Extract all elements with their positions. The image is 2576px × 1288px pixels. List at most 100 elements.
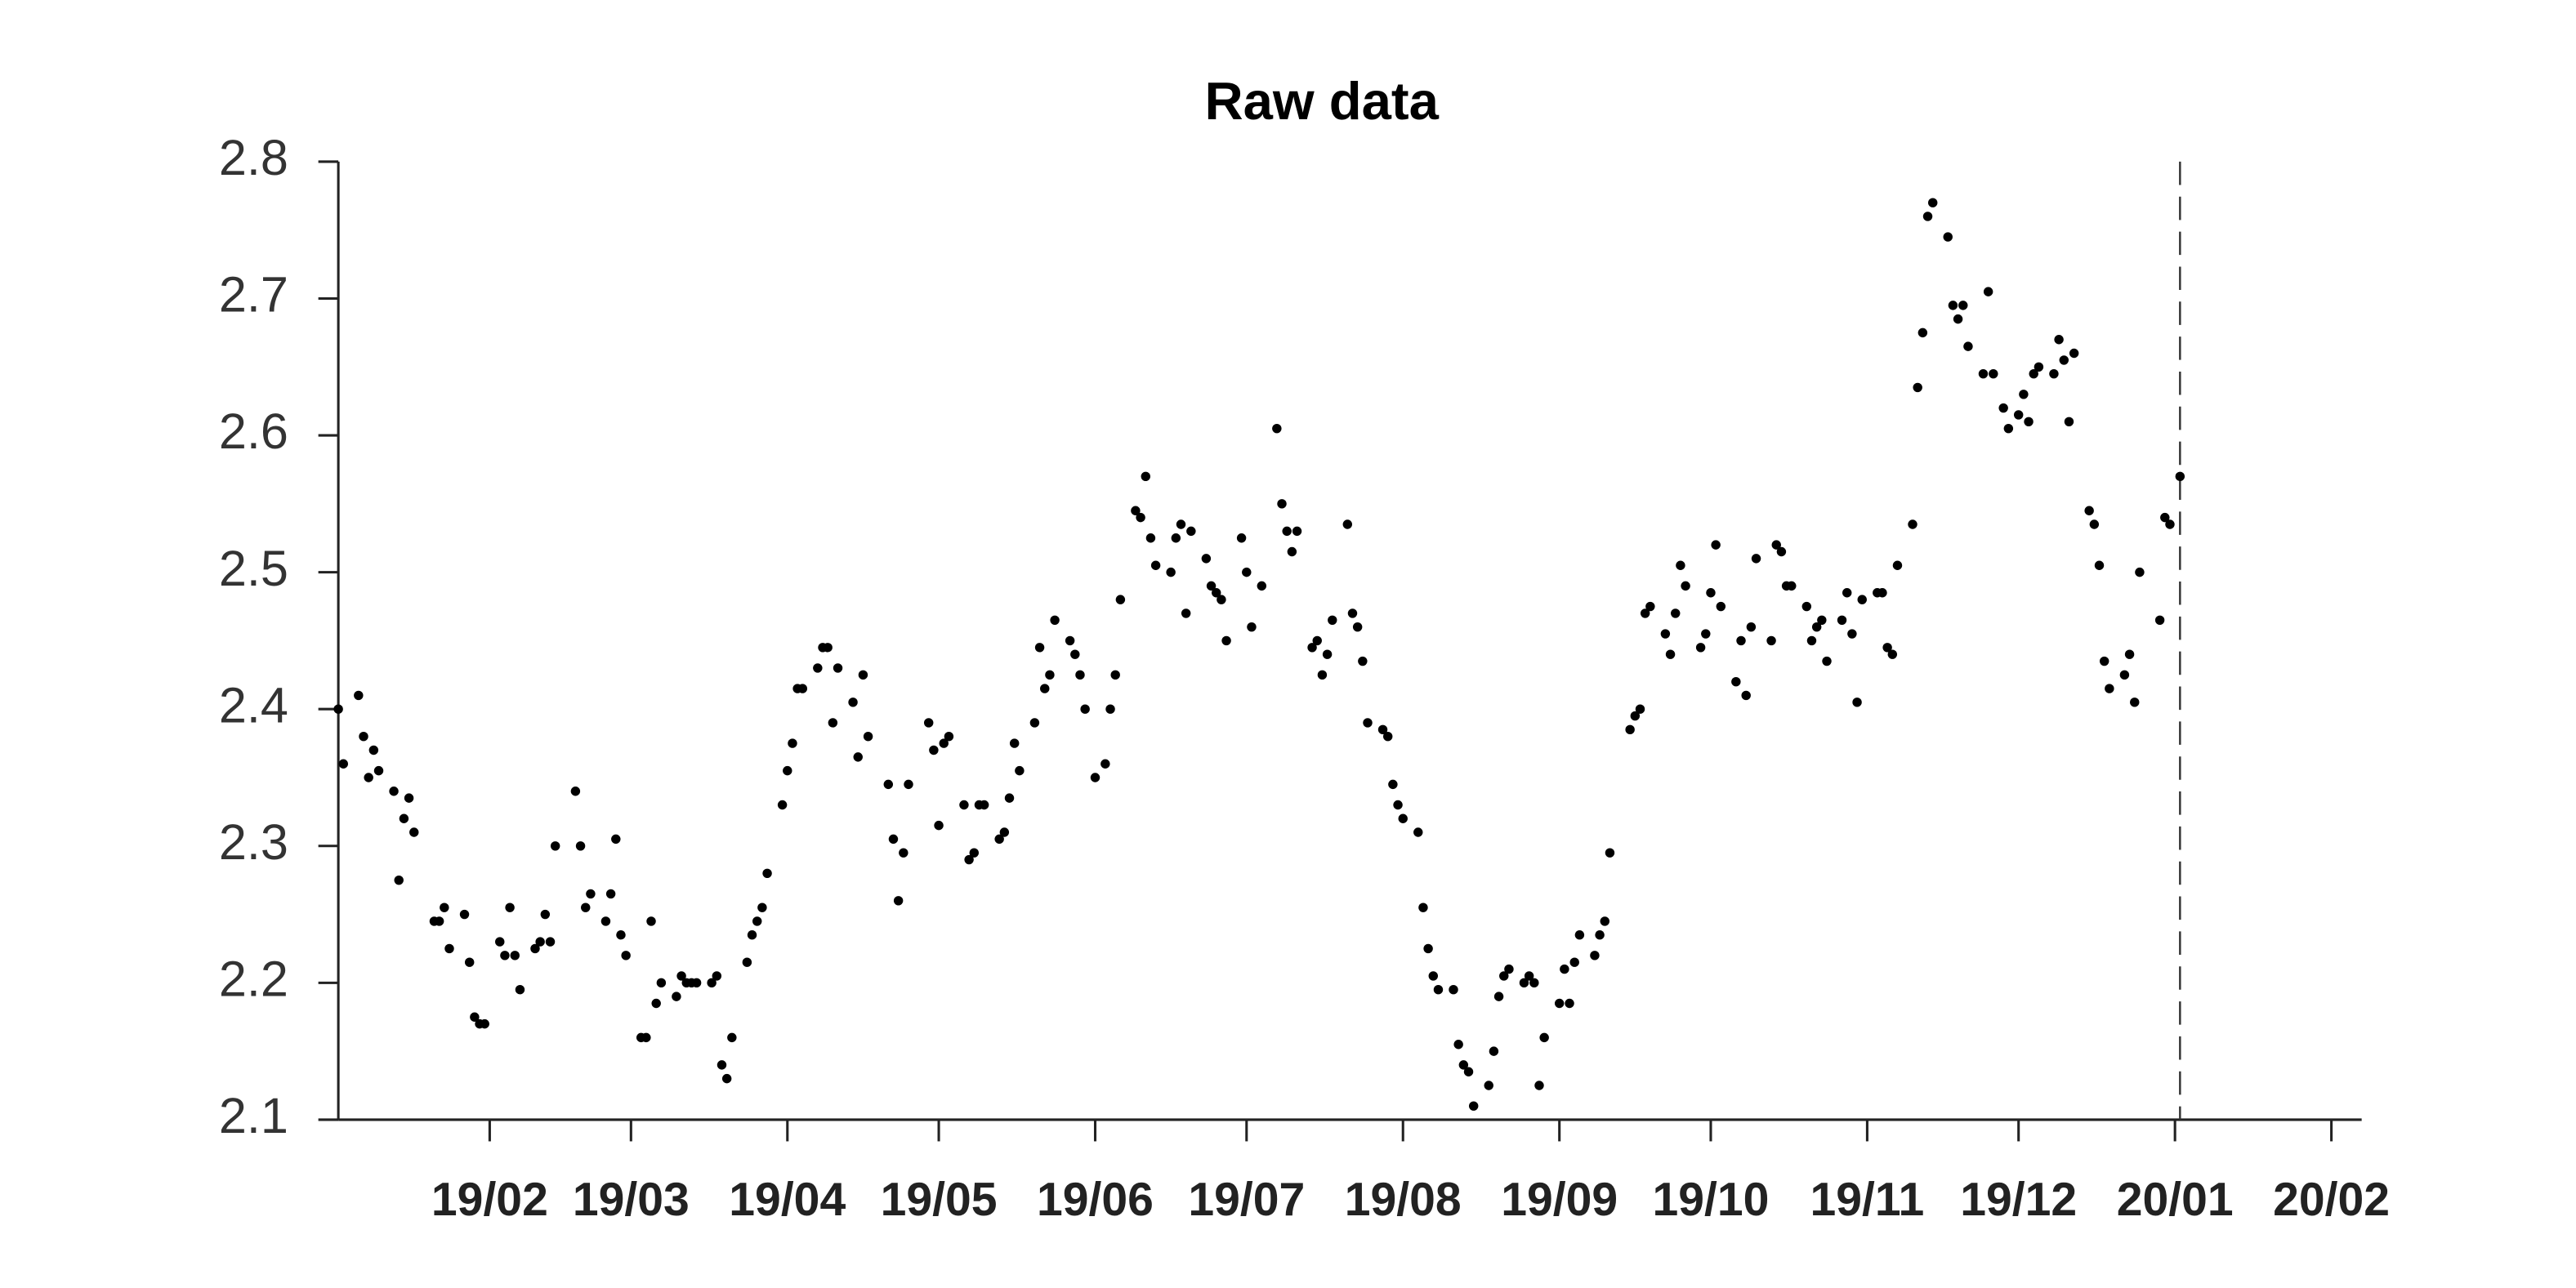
point [904, 779, 913, 790]
point [797, 684, 808, 693]
point [1292, 526, 1302, 537]
y-tick-label: 2.2 [219, 952, 288, 1007]
point [1600, 916, 1609, 926]
point [1787, 581, 1797, 591]
point [1110, 670, 1120, 680]
point [1090, 773, 1100, 782]
point [1989, 368, 1998, 379]
point [1272, 423, 1282, 434]
point [1817, 615, 1827, 625]
point [399, 813, 409, 823]
point [1468, 1101, 1479, 1111]
y-tick-label: 2.3 [219, 814, 288, 870]
point [1377, 724, 1388, 735]
point [500, 951, 510, 960]
point [1887, 649, 1898, 659]
point [2064, 417, 2074, 427]
point [2089, 519, 2100, 529]
point [959, 800, 969, 810]
point [1922, 212, 1933, 221]
point [893, 896, 904, 906]
point [1806, 635, 1817, 646]
point [762, 868, 772, 879]
point [1136, 512, 1145, 523]
point [605, 889, 616, 899]
point [1075, 670, 1085, 680]
point [1034, 643, 1045, 653]
y-tick-label: 2.8 [219, 130, 288, 185]
point [1307, 643, 1317, 653]
point [368, 745, 379, 755]
point [1676, 560, 1685, 570]
point [1045, 670, 1055, 680]
point [2029, 368, 2038, 379]
point [2049, 368, 2059, 379]
point [641, 1032, 651, 1043]
point [1277, 499, 1287, 509]
point [1166, 567, 1176, 577]
point [1736, 635, 1746, 646]
point [373, 765, 384, 776]
point [2105, 684, 2114, 693]
x-tick-label: 20/01 [2117, 1174, 2234, 1226]
point [1418, 902, 1428, 912]
point [1484, 1081, 1493, 1090]
point [1453, 1040, 1463, 1050]
point [1282, 526, 1292, 537]
point [515, 985, 525, 995]
point [1100, 759, 1110, 769]
x-tick-label: 19/12 [1960, 1174, 2077, 1226]
point [656, 978, 667, 988]
point [1560, 964, 1569, 974]
point [1493, 992, 1504, 1001]
point [1882, 643, 1892, 653]
point [964, 854, 974, 865]
point [1953, 314, 1963, 324]
point [495, 937, 505, 947]
point [1499, 971, 1509, 981]
point [1423, 943, 1433, 954]
point [1927, 198, 1938, 207]
point [1731, 676, 1741, 687]
point [1221, 635, 1231, 646]
point [1105, 704, 1115, 714]
point [783, 765, 792, 776]
point [1716, 601, 1726, 612]
point [2013, 410, 2024, 420]
point [1201, 554, 1212, 564]
point [1463, 1067, 1474, 1076]
point [550, 841, 560, 851]
y-tick-label: 2.4 [219, 677, 288, 733]
point [1741, 690, 1751, 701]
point [888, 834, 899, 845]
point [1242, 567, 1252, 577]
point [1943, 232, 1953, 242]
point [1145, 533, 1156, 543]
point [969, 848, 979, 858]
point [1433, 985, 1444, 995]
point [1660, 629, 1671, 639]
point [757, 902, 767, 912]
point [1065, 635, 1075, 646]
point [1978, 368, 1989, 379]
point [1842, 588, 1852, 598]
point [581, 902, 591, 912]
x-tick-label: 19/02 [431, 1174, 548, 1226]
point [999, 827, 1010, 837]
point [1322, 649, 1333, 659]
point [1766, 635, 1776, 646]
point [1312, 635, 1322, 646]
point [923, 718, 934, 728]
point [1681, 581, 1690, 591]
point [1015, 765, 1025, 776]
point [823, 643, 833, 653]
point [1998, 403, 2008, 413]
x-tick-label: 19/09 [1501, 1174, 1618, 1226]
point [1171, 533, 1181, 543]
point [535, 937, 545, 947]
point [721, 1073, 732, 1084]
point [742, 957, 752, 967]
point [1428, 971, 1439, 981]
point [1458, 1060, 1469, 1070]
